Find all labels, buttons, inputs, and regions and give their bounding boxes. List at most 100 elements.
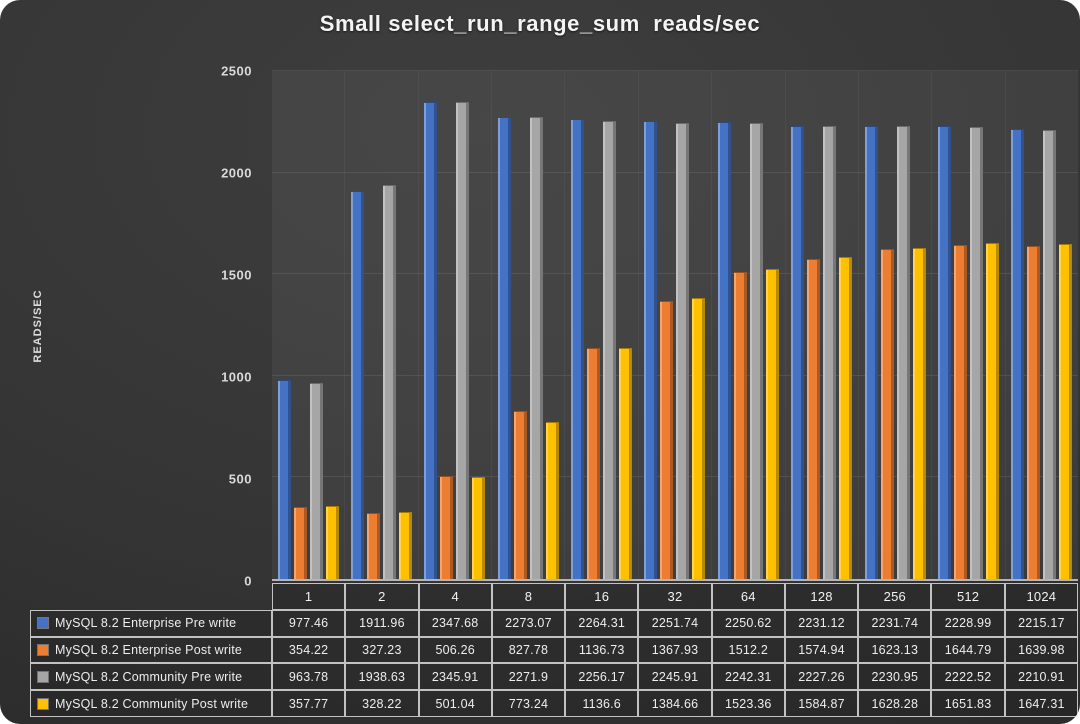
table-value-cell: 1911.96 (345, 609, 419, 637)
table-value-cell: 1647.31 (1004, 690, 1078, 717)
table-value-cell: 2264.31 (565, 609, 639, 637)
table-value-cell: 2230.95 (858, 663, 932, 691)
table-header-cell: 2 (345, 583, 419, 610)
table-value-cell: 1623.13 (858, 636, 932, 664)
plot-area (272, 70, 1078, 581)
table-value-cell: 1384.66 (638, 690, 712, 717)
bar (1059, 244, 1073, 579)
legend-cell: MySQL 8.2 Enterprise Post write (30, 636, 272, 664)
legend-label: MySQL 8.2 Community Pre write (55, 669, 243, 684)
bar (717, 121, 731, 579)
bar (383, 185, 397, 579)
bar (619, 348, 633, 579)
table-value-cell: 357.77 (272, 690, 346, 717)
bar (325, 506, 339, 579)
bar-group (1006, 71, 1078, 579)
legend-key-swatch (38, 698, 48, 709)
bar (277, 380, 291, 579)
legend-cell: MySQL 8.2 Enterprise Pre write (30, 609, 272, 637)
table-value-cell: 2215.17 (1004, 609, 1078, 637)
bar-group (419, 71, 493, 579)
y-axis-tick-label: 0 (244, 573, 252, 589)
table-value-cell: 2231.12 (784, 609, 859, 637)
table-header-cell: 128 (784, 583, 859, 610)
y-axis-tick-label: 1500 (221, 267, 252, 283)
data-table: 1 2 4 8 16 32 64 128 256 512 1024 MySQL 8.2 Enterpr… (30, 583, 1078, 717)
legend-cell: MySQL 8.2 Community Post write (30, 690, 272, 717)
table-value-cell: 2273.07 (491, 609, 566, 637)
bar (733, 271, 747, 579)
table-value-cell: 2347.68 (418, 609, 492, 637)
bar (1011, 128, 1025, 579)
table-value-cell: 963.78 (272, 663, 346, 691)
table-value-cell: 328.22 (345, 690, 419, 717)
legend-label: MySQL 8.2 Community Post write (55, 696, 249, 711)
table-value-cell: 1523.36 (711, 690, 785, 717)
bar (985, 243, 999, 579)
table-header-cell: 1 (272, 583, 346, 610)
table-value-cell: 2242.31 (711, 663, 785, 691)
bar (969, 127, 983, 579)
bar (587, 348, 601, 579)
table-header-cell: 32 (638, 583, 712, 610)
bar (293, 507, 307, 579)
table-value-cell: 2222.52 (931, 663, 1005, 691)
table-value-cell: 1136.73 (565, 636, 639, 664)
bar (912, 248, 926, 579)
bar (497, 117, 511, 579)
table-value-cell: 1367.93 (638, 636, 712, 664)
legend-key-swatch (38, 618, 48, 629)
y-axis-tick-label: 2500 (221, 63, 252, 79)
bar (399, 512, 413, 579)
table-header-cell: 256 (858, 583, 932, 610)
gridline (272, 171, 1078, 173)
table-value-cell: 2345.91 (418, 663, 492, 691)
legend-cell: MySQL 8.2 Community Pre write (30, 663, 272, 691)
bar (456, 102, 470, 579)
bar (660, 301, 674, 579)
legend-key-swatch (38, 671, 48, 682)
bar (823, 126, 837, 579)
table-value-cell: 1584.87 (784, 690, 859, 717)
bar (545, 421, 559, 579)
bar (644, 121, 658, 579)
table-value-cell: 2250.62 (711, 609, 785, 637)
table-value-cell: 1574.94 (784, 636, 859, 664)
table-value-cell: 2210.91 (1004, 663, 1078, 691)
bar (309, 383, 323, 579)
bar (953, 244, 967, 579)
table-value-cell: 2231.74 (858, 609, 932, 637)
bar (937, 126, 951, 579)
bar (440, 476, 454, 579)
bar (351, 190, 365, 579)
table-header-cell: 4 (418, 583, 492, 610)
bar (472, 477, 486, 579)
table-value-cell: 2245.91 (638, 663, 712, 691)
table-value-cell: 773.24 (491, 690, 566, 717)
bar (864, 125, 878, 579)
bar-group (272, 71, 346, 579)
table-value-cell: 501.04 (418, 690, 492, 717)
table-value-cell: 327.23 (345, 636, 419, 664)
table-value-cell: 977.46 (272, 609, 346, 637)
table-value-cell: 1639.98 (1004, 636, 1078, 664)
bar-group (345, 71, 419, 579)
table-header-cell: 1024 (1004, 583, 1078, 610)
table-value-cell: 2227.26 (784, 663, 859, 691)
table-value-cell: 1938.63 (345, 663, 419, 691)
y-axis-tick-label: 2000 (221, 165, 252, 181)
bar-group (712, 71, 786, 579)
table-value-cell: 506.26 (418, 636, 492, 664)
bar (367, 512, 381, 579)
table-header-cell: 64 (711, 583, 785, 610)
bar (571, 118, 585, 579)
bar-group (639, 71, 713, 579)
gridline (272, 273, 1078, 275)
table-value-cell: 1651.83 (931, 690, 1005, 717)
table-value-cell: 1628.28 (858, 690, 932, 717)
table-header-cell: 8 (491, 583, 566, 610)
bar (807, 258, 821, 579)
bar (424, 101, 438, 579)
table-value-cell: 354.22 (272, 636, 346, 664)
table-header-cell: 16 (565, 583, 639, 610)
